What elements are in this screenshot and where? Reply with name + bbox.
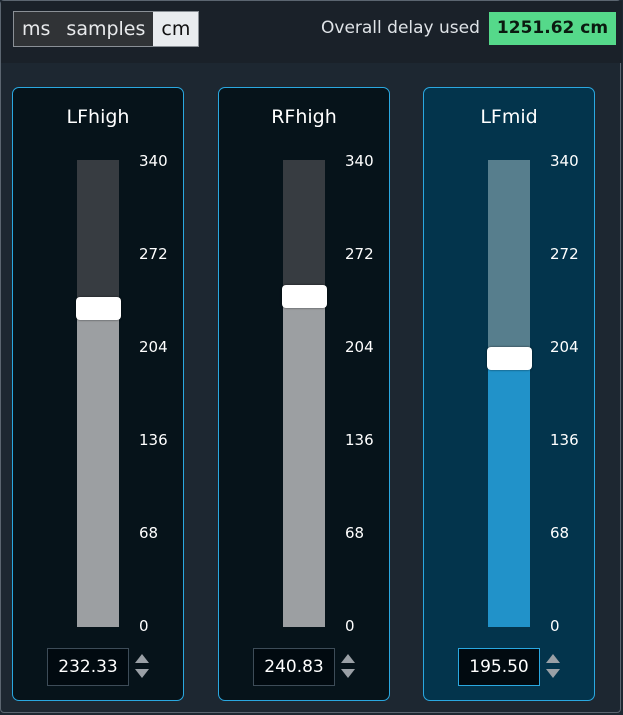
scale-tick-label: 136 bbox=[139, 431, 168, 449]
slider-handle[interactable] bbox=[282, 285, 327, 309]
spin-up-icon[interactable] bbox=[341, 654, 355, 663]
scale-tick-label: 68 bbox=[139, 524, 159, 542]
slider-track-upper[interactable] bbox=[77, 160, 119, 308]
scale-tick-label: 68 bbox=[345, 524, 365, 542]
scale-tick-label: 0 bbox=[550, 617, 560, 635]
value-spinner bbox=[544, 653, 562, 681]
scale-tick-label: 0 bbox=[139, 617, 149, 635]
unit-cm-button[interactable]: cm bbox=[153, 12, 199, 46]
scale-tick-label: 340 bbox=[550, 152, 579, 170]
scale-tick-label: 340 bbox=[345, 152, 374, 170]
scale-tick-label: 340 bbox=[139, 152, 168, 170]
channel-panel-rfhigh: RFhigh 340 272 204 136 68 0 240.83 bbox=[218, 87, 390, 701]
value-spinner bbox=[133, 653, 151, 681]
overall-delay-value: 1251.62 cm bbox=[489, 12, 616, 45]
unit-selector: ms samples cm bbox=[13, 11, 200, 47]
scale-tick-label: 272 bbox=[345, 245, 374, 263]
unit-samples-button[interactable]: samples bbox=[58, 12, 154, 46]
slider-track-lower[interactable] bbox=[77, 307, 119, 627]
channel-panel-lfmid: LFmid 340 272 204 136 68 0 195.50 bbox=[423, 87, 595, 701]
slider-handle[interactable] bbox=[487, 347, 532, 371]
slider-handle[interactable] bbox=[76, 296, 121, 320]
scale-tick-label: 272 bbox=[139, 245, 168, 263]
spin-down-icon[interactable] bbox=[135, 669, 149, 678]
value-spinner bbox=[339, 653, 357, 681]
spin-down-icon[interactable] bbox=[546, 669, 560, 678]
spin-down-icon[interactable] bbox=[341, 669, 355, 678]
scale-tick-label: 204 bbox=[550, 338, 579, 356]
spin-up-icon[interactable] bbox=[546, 654, 560, 663]
spin-up-icon[interactable] bbox=[135, 654, 149, 663]
delay-value-input[interactable]: 232.33 bbox=[47, 648, 129, 686]
scale-tick-label: 136 bbox=[345, 431, 374, 449]
overall-delay-label: Overall delay used bbox=[321, 18, 480, 38]
delay-value-input[interactable]: 195.50 bbox=[458, 648, 540, 686]
channel-panel-lfhigh: LFhigh 340 272 204 136 68 0 232.33 bbox=[12, 87, 184, 701]
channel-title: LFhigh bbox=[66, 106, 130, 128]
slider-track-upper[interactable] bbox=[488, 160, 530, 359]
unit-ms-button[interactable]: ms bbox=[14, 12, 59, 46]
top-bar: ms samples cm Overall delay used 1251.62… bbox=[1, 1, 622, 63]
scale-tick-label: 204 bbox=[139, 338, 168, 356]
scale-tick-label: 136 bbox=[550, 431, 579, 449]
scale-tick-label: 68 bbox=[550, 524, 570, 542]
slider-track-lower[interactable] bbox=[283, 296, 325, 627]
slider-track-upper[interactable] bbox=[283, 160, 325, 297]
scale-tick-label: 0 bbox=[345, 617, 355, 635]
channel-title: LFmid bbox=[480, 106, 538, 128]
channel-title: RFhigh bbox=[271, 106, 337, 128]
delay-value-input[interactable]: 240.83 bbox=[253, 648, 335, 686]
scale-tick-label: 272 bbox=[550, 245, 579, 263]
slider-track-lower[interactable] bbox=[488, 358, 530, 627]
scale-tick-label: 204 bbox=[345, 338, 374, 356]
